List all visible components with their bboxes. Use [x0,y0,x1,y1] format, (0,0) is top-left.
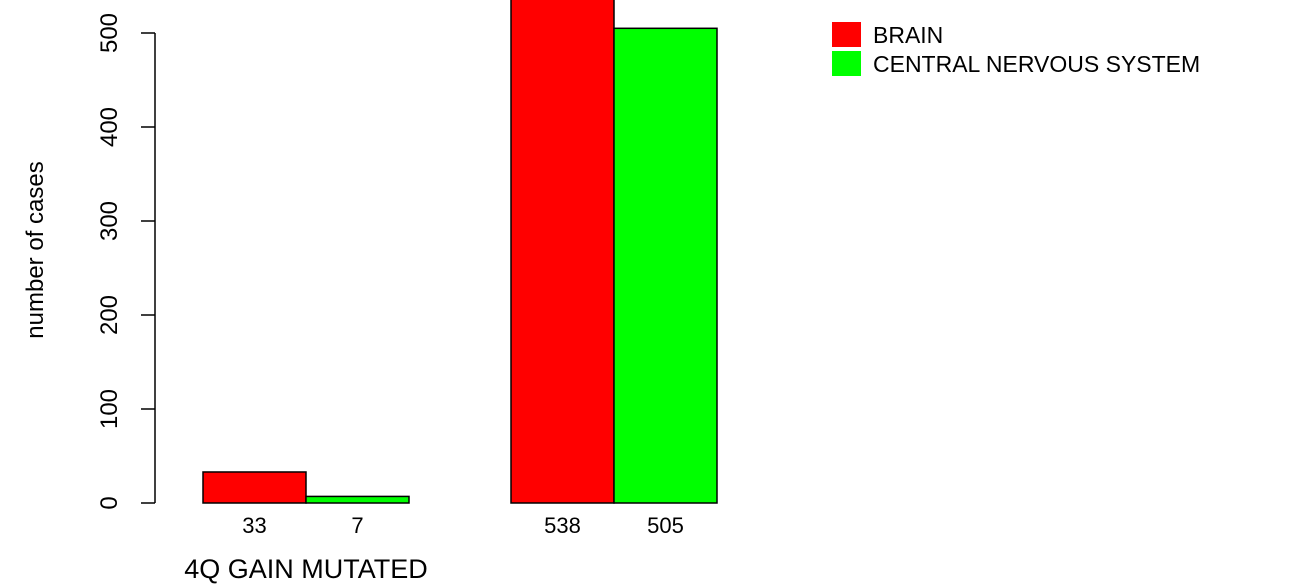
legend-swatch [832,22,861,47]
bar-value-label: 505 [647,513,684,538]
y-tick-label: 300 [96,201,123,241]
bar-value-label: 538 [544,513,581,538]
y-tick-label: 200 [96,295,123,335]
y-axis: 0 100 200 300 400 500 [96,13,156,510]
bar-value-label: 7 [351,513,363,538]
y-tick-label: 500 [96,13,123,53]
bars [202,0,718,504]
y-tick-label: 0 [96,496,123,509]
legend: BRAIN CENTRAL NERVOUS SYSTEM [832,22,1200,77]
bar-brain [202,471,307,504]
value-labels: 33 7 538 505 [242,513,684,538]
y-tick-label: 100 [96,389,123,429]
bar-brain [510,0,615,504]
legend-label: BRAIN [873,22,943,48]
y-axis-label: number of cases [22,161,49,338]
group-label: 4Q GAIN MUTATED [184,554,428,584]
bar-central-nervous-system [305,495,410,504]
legend-label: CENTRAL NERVOUS SYSTEM [873,51,1200,77]
bar-central-nervous-system [613,27,718,504]
legend-swatch [832,51,861,76]
bar-value-label: 33 [242,513,266,538]
group-labels: 4Q GAIN MUTATED [184,554,428,584]
y-tick-label: 400 [96,107,123,147]
